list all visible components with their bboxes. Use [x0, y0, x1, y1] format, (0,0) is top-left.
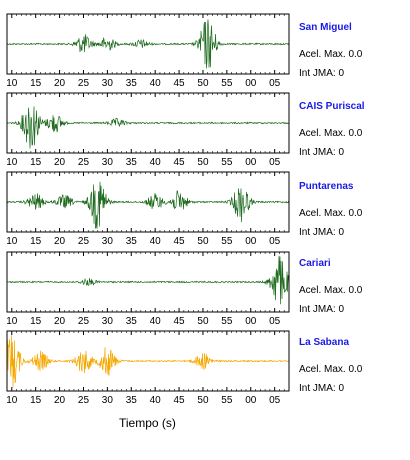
tick-label: 05 — [269, 395, 281, 406]
jma-label: Int JMA: 0 — [299, 68, 345, 79]
pga-label: Acel. Max. 0.0 — [299, 49, 363, 60]
tick-label: 15 — [30, 236, 42, 247]
waveform-trace — [6, 106, 290, 149]
panel-frame — [6, 251, 290, 313]
tick-label: 50 — [197, 316, 209, 327]
station-name: La Sabana — [299, 337, 350, 348]
panel-frame — [6, 330, 290, 392]
pga-label: Acel. Max. 0.0 — [299, 285, 363, 296]
tick-label: 25 — [78, 316, 90, 327]
jma-label: Int JMA: 0 — [299, 304, 345, 315]
tick-label: 50 — [197, 78, 209, 89]
tick-label: 50 — [197, 236, 209, 247]
tick-label: 30 — [102, 316, 114, 327]
tick-label: 50 — [197, 157, 209, 168]
tick-label: 05 — [269, 236, 281, 247]
jma-label: Int JMA: 0 — [299, 383, 345, 394]
panel-frame — [6, 92, 290, 154]
panel-info-san-miguel: San Miguel Acel. Max. 0.0 Int JMA: 0 — [299, 22, 407, 83]
tick-label: 05 — [269, 157, 281, 168]
tick-label: 45 — [174, 316, 186, 327]
tick-label: 15 — [30, 78, 42, 89]
panel-info-cariari: Cariari Acel. Max. 0.0 Int JMA: 0 — [299, 258, 407, 319]
tick-label: 30 — [102, 157, 114, 168]
tick-label: 00 — [245, 316, 257, 327]
waveform-trace — [6, 335, 290, 388]
tick-label: 55 — [221, 316, 233, 327]
pga-label: Acel. Max. 0.0 — [299, 208, 363, 219]
tick-label: 50 — [197, 395, 209, 406]
tick-label: 05 — [269, 78, 281, 89]
tick-label: 25 — [78, 236, 90, 247]
tick-label: 10 — [6, 395, 18, 406]
tick-label: 40 — [150, 78, 162, 89]
tick-label: 45 — [174, 78, 186, 89]
station-name: CAIS Puriscal — [299, 101, 365, 112]
tick-label: 35 — [126, 395, 138, 406]
tick-label: 25 — [78, 395, 90, 406]
panel-info-cais-puriscal: CAIS Puriscal Acel. Max. 0.0 Int JMA: 0 — [299, 101, 407, 162]
tick-label: 35 — [126, 157, 138, 168]
pga-label: Acel. Max. 0.0 — [299, 128, 363, 139]
station-name: Cariari — [299, 258, 331, 269]
tick-label: 00 — [245, 157, 257, 168]
jma-label: Int JMA: 0 — [299, 147, 345, 158]
tick-label: 35 — [126, 78, 138, 89]
waveform-trace — [6, 19, 290, 69]
tick-label: 45 — [174, 236, 186, 247]
tick-label: 25 — [78, 157, 90, 168]
waveform-trace — [6, 255, 290, 305]
tick-label: 40 — [150, 236, 162, 247]
tick-label: 55 — [221, 395, 233, 406]
tick-label: 15 — [30, 157, 42, 168]
tick-label: 05 — [269, 316, 281, 327]
panel-info-puntarenas: Puntarenas Acel. Max. 0.0 Int JMA: 0 — [299, 181, 407, 242]
tick-label: 40 — [150, 316, 162, 327]
tick-label: 30 — [102, 78, 114, 89]
tick-label: 15 — [30, 316, 42, 327]
tick-label: 35 — [126, 236, 138, 247]
tick-label: 10 — [6, 236, 18, 247]
tick-label: 55 — [221, 78, 233, 89]
tick-label: 55 — [221, 236, 233, 247]
tick-label: 15 — [30, 395, 42, 406]
station-name: San Miguel — [299, 22, 352, 33]
x-axis-label: Tiempo (s) — [119, 416, 176, 430]
waveform-trace — [6, 181, 290, 229]
tick-label: 35 — [126, 316, 138, 327]
pga-label: Acel. Max. 0.0 — [299, 364, 363, 375]
tick-label: 20 — [54, 236, 66, 247]
tick-label: 45 — [174, 395, 186, 406]
tick-label: 20 — [54, 395, 66, 406]
tick-label: 00 — [245, 236, 257, 247]
tick-label: 10 — [6, 157, 18, 168]
tick-label: 40 — [150, 395, 162, 406]
tick-label: 20 — [54, 157, 66, 168]
jma-label: Int JMA: 0 — [299, 227, 345, 238]
tick-label: 40 — [150, 157, 162, 168]
panel-info-la-sabana: La Sabana Acel. Max. 0.0 Int JMA: 0 — [299, 337, 407, 398]
tick-label: 30 — [102, 236, 114, 247]
tick-label: 10 — [6, 78, 18, 89]
station-name: Puntarenas — [299, 181, 354, 192]
tick-label: 25 — [78, 78, 90, 89]
panel-frame — [6, 13, 290, 75]
panel-frame — [6, 171, 290, 233]
tick-label: 55 — [221, 157, 233, 168]
tick-label: 45 — [174, 157, 186, 168]
tick-label: 10 — [6, 316, 18, 327]
tick-label: 20 — [54, 78, 66, 89]
tick-label: 20 — [54, 316, 66, 327]
tick-label: 00 — [245, 395, 257, 406]
tick-label: 30 — [102, 395, 114, 406]
tick-label: 00 — [245, 78, 257, 89]
